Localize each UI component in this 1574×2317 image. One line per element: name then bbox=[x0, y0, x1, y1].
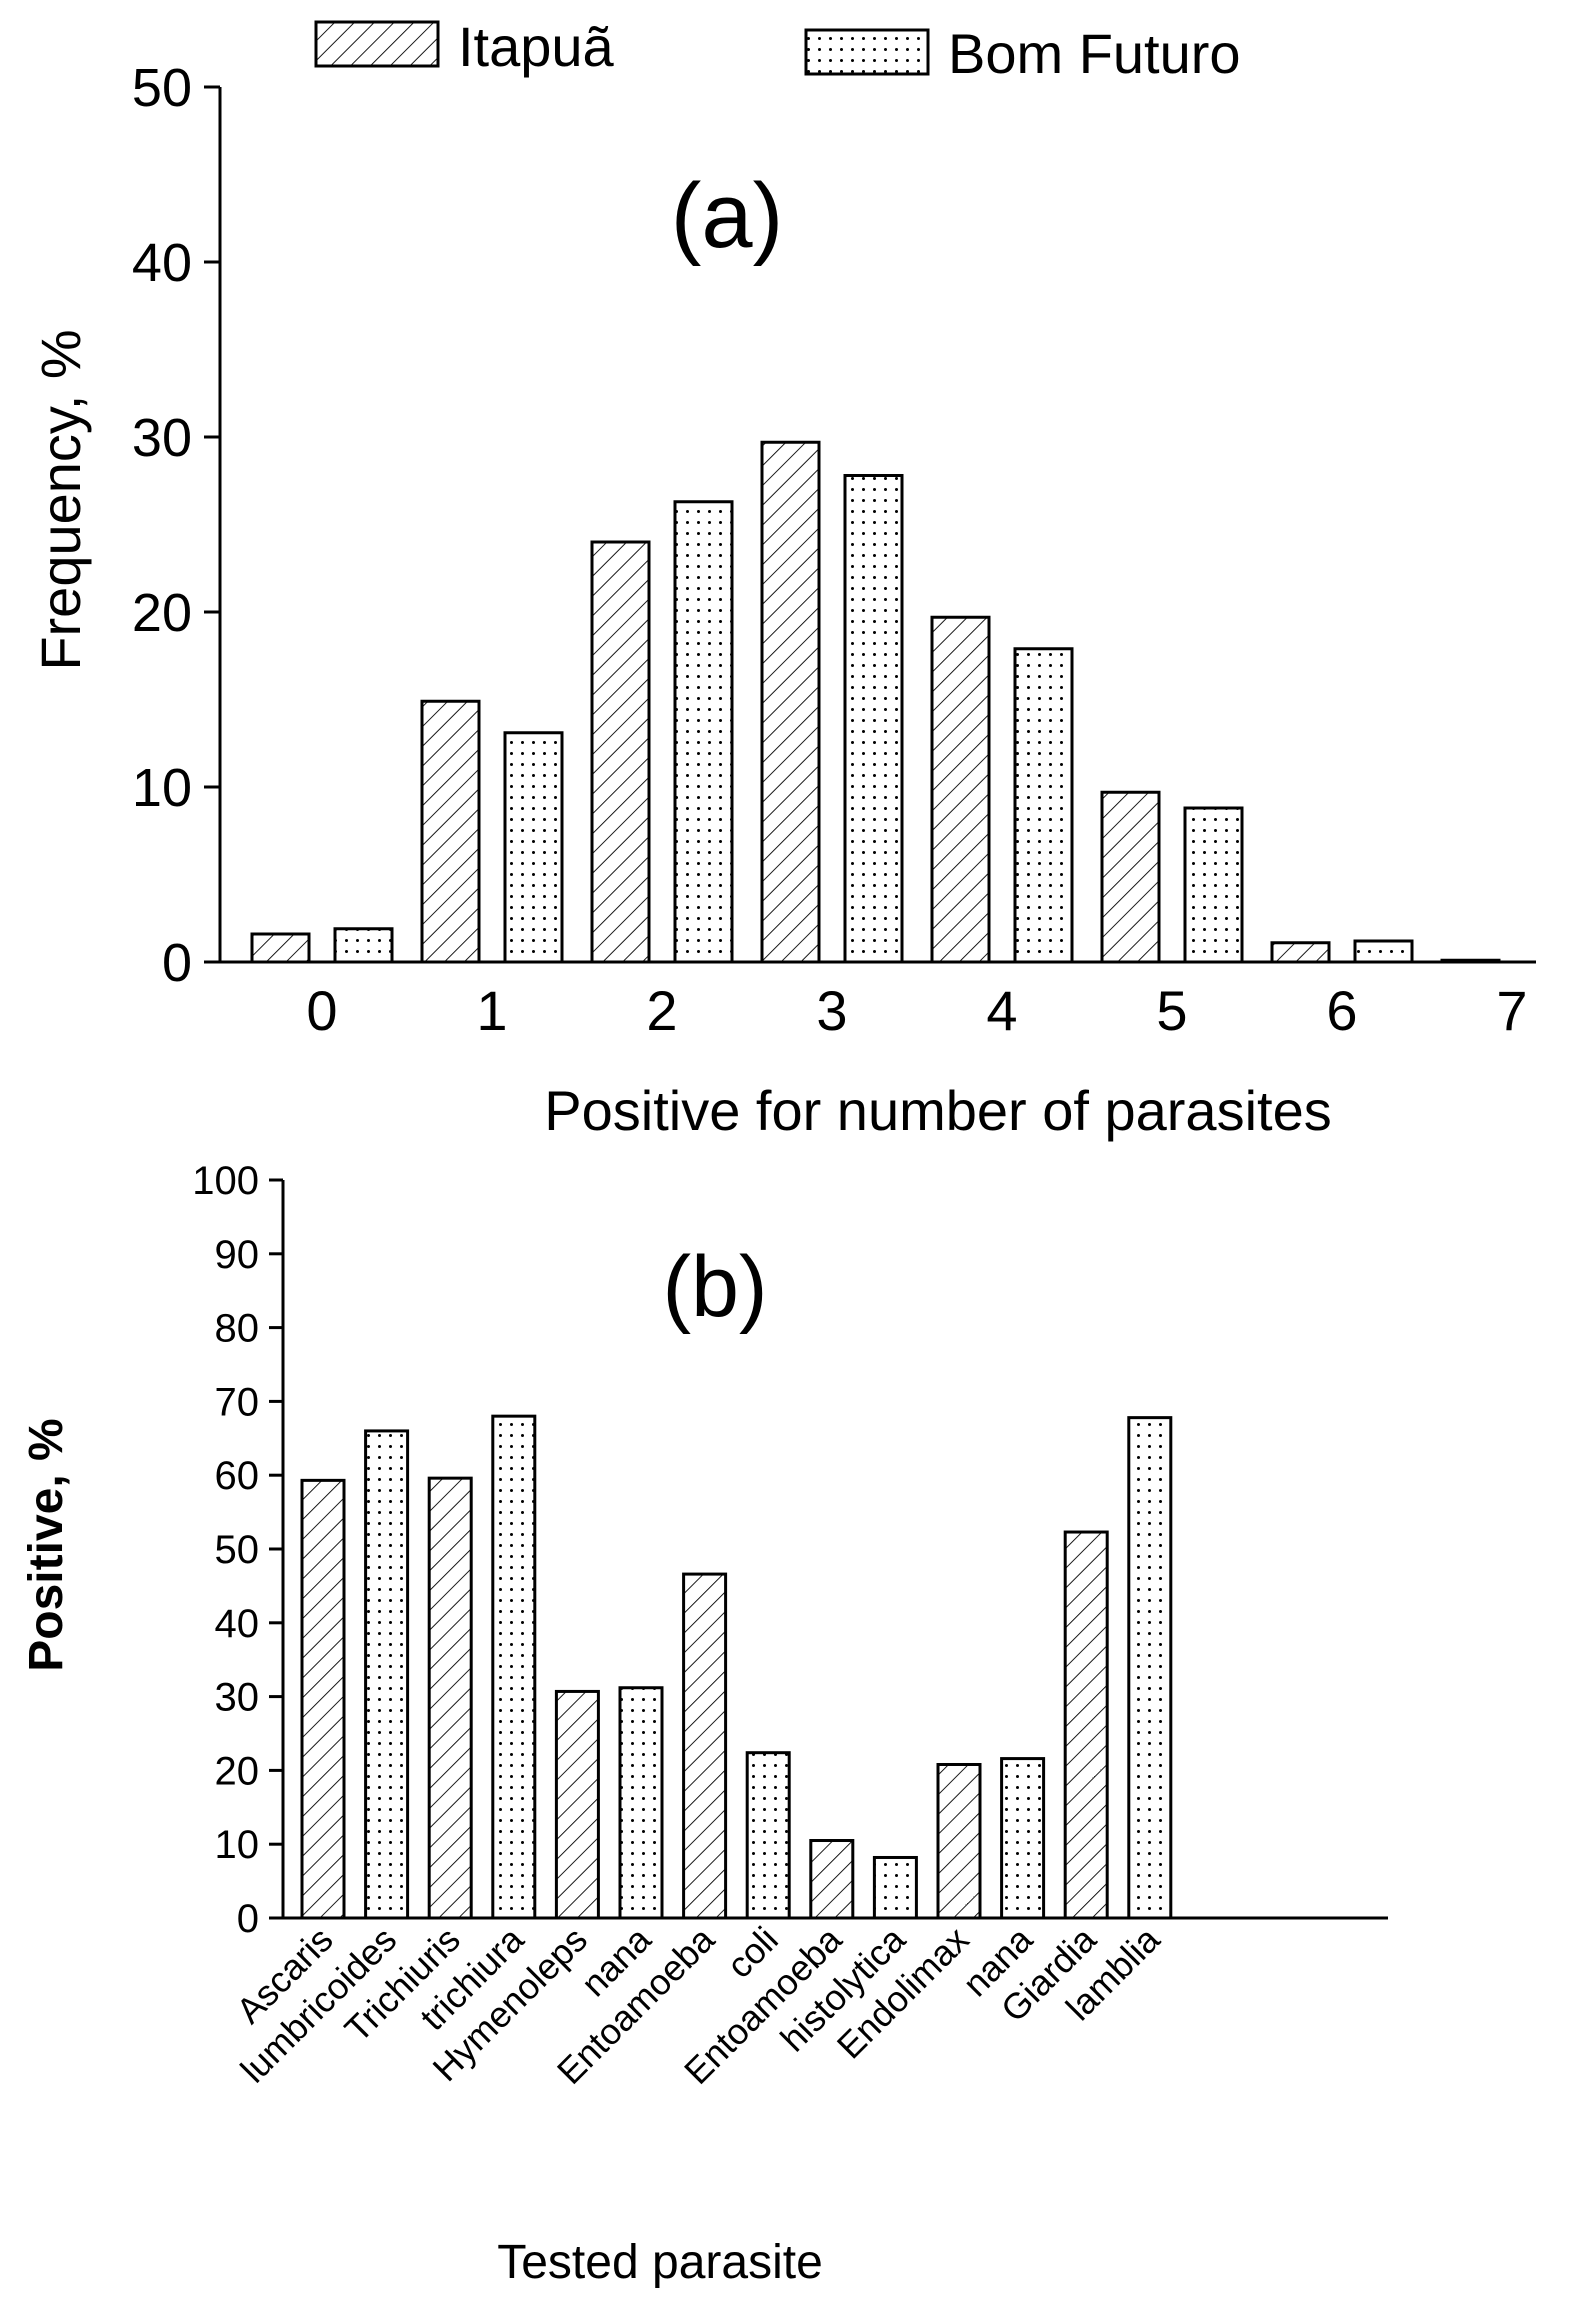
chart-a-bar bbox=[1440, 958, 1501, 964]
chart-a-x-tick-label: 7 bbox=[1496, 979, 1527, 1042]
legend-label-itapua: Itapuã bbox=[458, 15, 615, 78]
chart-a-y-tick-label: 30 bbox=[132, 408, 192, 468]
chart-b-y-tick-label: 100 bbox=[192, 1159, 259, 1203]
chart-b-bar bbox=[936, 1762, 982, 1920]
chart-b-y-tick-label: 90 bbox=[215, 1233, 260, 1277]
chart-a-panel-label: (a) bbox=[671, 165, 783, 267]
chart-b-x-axis: AscarislumbricoidesTrichiuristrichiuraHy… bbox=[228, 1916, 1388, 2092]
chart-b-y-axis-title: Positive, % bbox=[20, 1418, 73, 1671]
legend: Itapuã Bom Futuro bbox=[314, 15, 1241, 85]
chart-b-bars bbox=[300, 1414, 1173, 1920]
chart-a-bars bbox=[250, 440, 1501, 964]
chart-b-bar bbox=[427, 1476, 473, 1920]
chart-b-bar bbox=[872, 1855, 918, 1920]
chart-b-y-tick-label: 60 bbox=[215, 1454, 260, 1498]
chart-b-bar bbox=[1000, 1757, 1046, 1920]
chart-a-x-tick-label: 2 bbox=[646, 979, 677, 1042]
chart-b-bar bbox=[364, 1429, 410, 1920]
legend-swatch-itapua bbox=[314, 20, 440, 68]
legend-swatch-bom-futuro bbox=[804, 28, 930, 76]
chart-a-bar bbox=[590, 540, 651, 964]
chart-b: (b) 0 10 20 30 40 50 60 70 80 90 100 Ascarislumbri… bbox=[20, 1159, 1388, 2289]
chart-a-x-axis-title: Positive for number of parasites bbox=[544, 1079, 1331, 1142]
chart-a-bar bbox=[930, 615, 991, 964]
chart-a-bar bbox=[503, 731, 564, 964]
chart-b-bar bbox=[809, 1839, 855, 1920]
legend-label-bom-futuro: Bom Futuro bbox=[948, 22, 1241, 85]
chart-a-bar bbox=[250, 932, 311, 964]
chart-b-bar bbox=[618, 1686, 664, 1920]
chart-a-x-tick-label: 0 bbox=[306, 979, 337, 1042]
chart-a-bar bbox=[1100, 790, 1161, 964]
chart-b-bar bbox=[682, 1572, 728, 1920]
chart-a-y-tick-label: 40 bbox=[132, 233, 192, 293]
chart-a-bar bbox=[673, 500, 734, 964]
chart-a-bar bbox=[760, 440, 821, 964]
chart-a-x-tick-label: 4 bbox=[986, 979, 1017, 1042]
chart-a-y-tick-label: 20 bbox=[132, 583, 192, 643]
chart-a-x-axis: 0 1 2 3 4 5 6 7 bbox=[220, 960, 1536, 1042]
chart-b-y-tick-label: 10 bbox=[215, 1823, 260, 1867]
chart-b-bar bbox=[1063, 1530, 1109, 1920]
chart-b-bar bbox=[491, 1414, 537, 1920]
chart-a-bar bbox=[1013, 647, 1074, 964]
chart-a-x-tick-label: 3 bbox=[816, 979, 847, 1042]
chart-a-bar bbox=[1353, 939, 1414, 964]
chart-a-bar bbox=[1183, 806, 1244, 964]
chart-b-y-tick-label: 80 bbox=[215, 1307, 260, 1351]
chart-a-y-tick-label: 50 bbox=[132, 58, 192, 118]
chart-b-bar bbox=[1127, 1416, 1173, 1920]
chart-b-bar bbox=[745, 1751, 791, 1920]
chart-b-y-tick-label: 30 bbox=[215, 1676, 260, 1720]
chart-b-y-tick-label: 70 bbox=[215, 1380, 260, 1424]
chart-a-y-tick-label: 10 bbox=[132, 758, 192, 818]
chart-b-y-tick-label: 50 bbox=[215, 1528, 260, 1572]
chart-b-bar bbox=[554, 1689, 600, 1920]
chart-a-x-tick-label: 1 bbox=[476, 979, 507, 1042]
chart-a-bar bbox=[333, 927, 394, 964]
chart-a-y-axis-title: Frequency, % bbox=[29, 329, 92, 670]
chart-b-bar bbox=[300, 1478, 346, 1920]
chart-a-bar bbox=[420, 699, 481, 964]
chart-a-x-tick-label: 6 bbox=[1326, 979, 1357, 1042]
chart-a: (a) 0 10 20 30 40 50 0 1 2 3 4 5 6 7 Positive for nu… bbox=[29, 58, 1536, 1142]
chart-b-y-tick-label: 40 bbox=[215, 1602, 260, 1646]
chart-b-x-axis-title: Tested parasite bbox=[497, 2236, 823, 2289]
chart-b-panel-label: (b) bbox=[662, 1239, 767, 1335]
chart-b-y-tick-label: 20 bbox=[215, 1749, 260, 1793]
chart-a-bar bbox=[843, 474, 904, 964]
chart-a-bar bbox=[1270, 941, 1331, 964]
chart-b-y-tick-label: 0 bbox=[237, 1897, 259, 1941]
chart-a-y-axis: 0 10 20 30 40 50 bbox=[132, 58, 222, 993]
chart-a-x-tick-label: 5 bbox=[1156, 979, 1187, 1042]
chart-b-y-axis: 0 10 20 30 40 50 60 70 80 90 100 bbox=[192, 1159, 285, 1941]
chart-a-y-tick-label: 0 bbox=[162, 933, 192, 993]
